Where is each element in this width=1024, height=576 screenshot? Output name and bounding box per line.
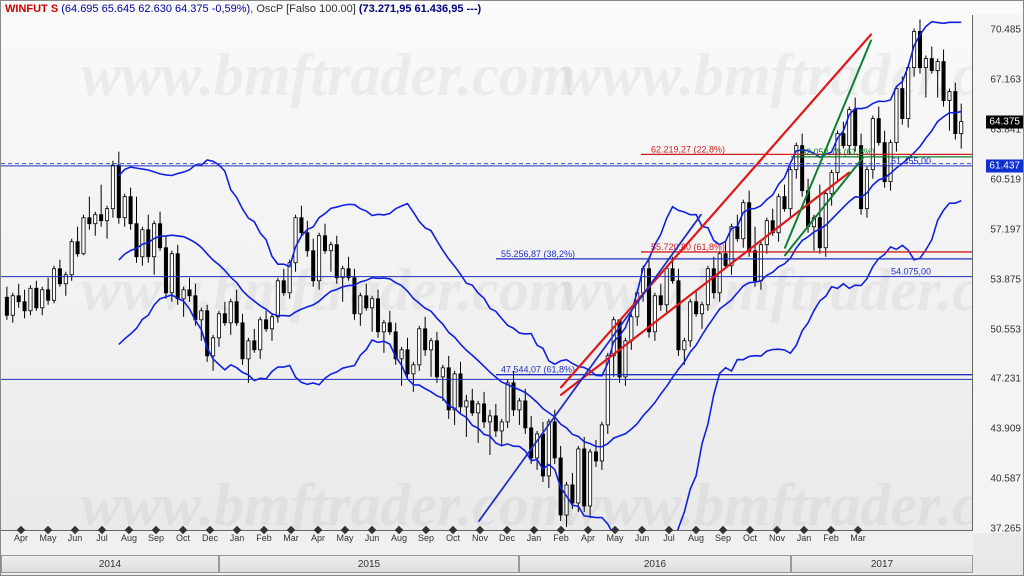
oscillator-values: (73.271,95 61.436,95 ---) <box>359 3 481 15</box>
x-tick-label: Apr <box>14 533 28 543</box>
y-tick-label: 47.231 <box>990 374 1021 385</box>
year-bar: 2014 <box>1 555 219 573</box>
x-tick-label: May <box>336 533 353 543</box>
y-tick-label: 53.875 <box>990 274 1021 285</box>
x-tick-label: Jan <box>230 533 245 543</box>
x-tick-label: Sep <box>148 533 164 543</box>
x-tick-label: Mar <box>850 533 866 543</box>
chart-svg: 54.075,0061.455,0047.544,07 (61,8%)55.25… <box>1 15 973 533</box>
x-tick-label: Oct <box>176 533 190 543</box>
svg-text:62.219,27 (22,8%): 62.219,27 (22,8%) <box>651 144 725 154</box>
y-tick-label: 57.197 <box>990 224 1021 235</box>
y-tick-label: 50.553 <box>990 324 1021 335</box>
x-tick-label: Jun <box>365 533 380 543</box>
svg-text:55.256,87 (38,2%): 55.256,87 (38,2%) <box>501 249 575 259</box>
x-tick-label: Oct <box>743 533 757 543</box>
x-tick-label: Apr <box>311 533 325 543</box>
x-tick-label: Jul <box>663 533 675 543</box>
year-bar: 2016 <box>519 555 791 573</box>
year-bar: 2015 <box>219 555 519 573</box>
x-tick-label: Feb <box>553 533 569 543</box>
y-tick-label: 40.587 <box>990 474 1021 485</box>
x-tick-label: Apr <box>581 533 595 543</box>
x-tick-label: Dec <box>202 533 218 543</box>
x-tick-label: Nov <box>472 533 488 543</box>
svg-text:47.544,07 (61,8%): 47.544,07 (61,8%) <box>501 365 575 375</box>
x-tick-label: Feb <box>823 533 839 543</box>
y-tick-label: 43.909 <box>990 424 1021 435</box>
chart-header: WINFUT S (64.695 65.645 62.630 64.375 -0… <box>5 3 481 15</box>
x-tick-label: Aug <box>391 533 407 543</box>
oscillator-label: , OscP [Falso 100.00] <box>250 3 356 15</box>
price-flag: 61.437 <box>986 160 1023 173</box>
symbol-name: WINFUT S <box>5 3 58 15</box>
x-tick-label: Jan <box>797 533 812 543</box>
y-tick-label: 37.265 <box>990 524 1021 535</box>
y-tick-label: 60.519 <box>990 174 1021 185</box>
x-tick-label: Jan <box>527 533 542 543</box>
x-tick-label: Sep <box>715 533 731 543</box>
x-tick-label: Jun <box>635 533 650 543</box>
x-tick-label: May <box>39 533 56 543</box>
x-axis[interactable]: Apr May Jun Jul Aug Sep Oct Dec Jan Feb Mar Apr May J… <box>1 530 973 575</box>
svg-text:54.075,00: 54.075,00 <box>891 267 931 277</box>
x-tick-label: Jun <box>68 533 83 543</box>
x-tick-label: Aug <box>688 533 704 543</box>
x-tick-label: Sep <box>418 533 434 543</box>
x-tick-label: Oct <box>446 533 460 543</box>
y-tick-label: 70.485 <box>990 25 1021 36</box>
x-tick-label: Mar <box>283 533 299 543</box>
x-tick-label: Feb <box>256 533 272 543</box>
svg-text:62.052,78 (61,8%): 62.052,78 (61,8%) <box>801 147 875 157</box>
chart-window: www.bmftrader.com www.bmftrader.com www.… <box>0 0 1024 576</box>
x-tick-label: Aug <box>121 533 137 543</box>
ohlc-values: (64.695 65.645 62.630 64.375 -0,59%) <box>61 3 250 15</box>
price-plot[interactable]: 54.075,0061.455,0047.544,07 (61,8%)55.25… <box>1 15 973 533</box>
x-tick-label: Jul <box>96 533 108 543</box>
y-tick-label: 67.163 <box>990 75 1021 86</box>
price-flag: 64.375 <box>986 115 1023 128</box>
y-axis[interactable]: 37.265 40.587 43.909 47.231 50.553 53.875 57.1… <box>972 15 1023 533</box>
x-tick-label: Dec <box>499 533 515 543</box>
x-tick-label: Nov <box>769 533 785 543</box>
x-tick-label: May <box>606 533 623 543</box>
year-bar: 2017 <box>791 555 973 573</box>
